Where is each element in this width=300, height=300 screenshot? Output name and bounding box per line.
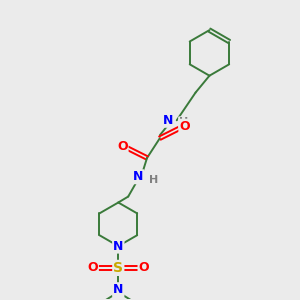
- Text: H: H: [179, 117, 188, 127]
- Text: H: H: [149, 175, 159, 185]
- Text: O: O: [117, 140, 128, 152]
- Text: O: O: [87, 261, 98, 274]
- Text: N: N: [113, 240, 124, 253]
- Text: O: O: [139, 261, 149, 274]
- Text: N: N: [163, 114, 173, 127]
- Text: N: N: [133, 170, 143, 183]
- Text: S: S: [113, 261, 123, 275]
- Text: O: O: [179, 120, 190, 133]
- Text: N: N: [113, 283, 124, 296]
